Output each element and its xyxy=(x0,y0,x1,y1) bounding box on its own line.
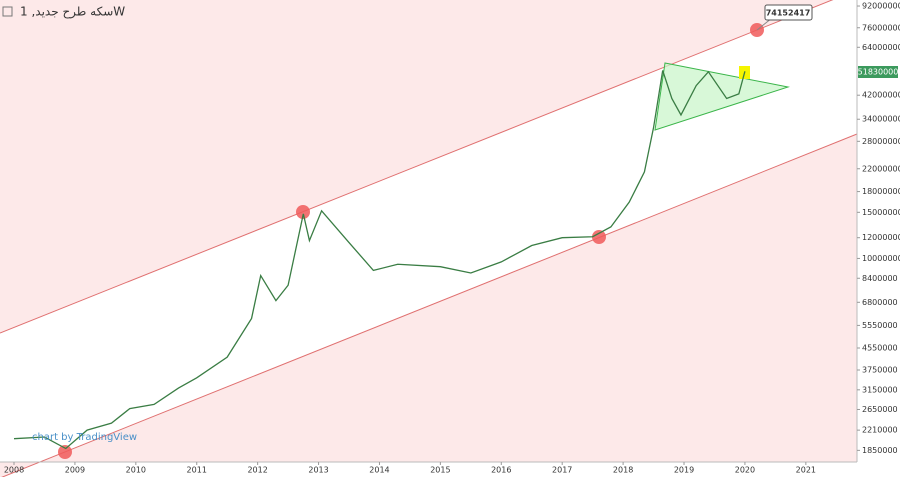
y-tick-label: 10000000 xyxy=(862,254,900,263)
annotation-box xyxy=(764,4,813,21)
x-tick-label: 2013 xyxy=(308,466,328,475)
chart-title: سکه طرح جدید, 1W xyxy=(20,5,125,20)
x-tick-label: 2020 xyxy=(735,466,755,475)
watermark: chart by TradingView xyxy=(32,432,137,443)
x-tick-label: 2009 xyxy=(65,466,85,475)
y-tick-label: 12000000 xyxy=(862,233,900,242)
touch-point xyxy=(592,230,606,244)
y-axis-area xyxy=(857,0,900,477)
x-tick-label: 2021 xyxy=(796,466,816,475)
x-tick-label: 2018 xyxy=(613,466,633,475)
y-tick-label: 8400000 xyxy=(862,274,898,283)
y-tick-label: 3750000 xyxy=(862,365,898,374)
collapse-icon[interactable] xyxy=(2,6,13,17)
x-tick-label: 2015 xyxy=(430,466,450,475)
upper-channel xyxy=(0,0,834,334)
y-tick-label: 92000000 xyxy=(862,2,900,11)
triangle-pattern xyxy=(654,62,790,131)
y-tick-label: 4550000 xyxy=(862,343,898,352)
x-tick-label: 2012 xyxy=(247,466,267,475)
y-tick-label: 1850000 xyxy=(862,446,898,455)
x-tick-label: 2011 xyxy=(187,466,207,475)
y-tick-label: 34000000 xyxy=(862,115,900,124)
x-tick-label: 2017 xyxy=(552,466,572,475)
y-tick-label: 2210000 xyxy=(862,426,898,435)
annotation: 74152417 xyxy=(766,9,811,18)
x-tick-label: 2019 xyxy=(674,466,694,475)
y-tick-label: 76000000 xyxy=(862,23,900,32)
y-tick-label: 22000000 xyxy=(862,164,900,173)
last-price-box xyxy=(858,66,898,78)
upper-zone xyxy=(0,0,857,333)
y-tick-label: 15000000 xyxy=(862,208,900,217)
touch-point xyxy=(296,205,310,219)
x-tick-label: 2016 xyxy=(491,466,511,475)
y-tick-label: 28000000 xyxy=(862,137,900,146)
price-line xyxy=(13,70,746,450)
last-price-label: 51830000 xyxy=(858,68,899,77)
y-tick-label: 6800000 xyxy=(862,298,898,307)
y-tick-label: 42000000 xyxy=(862,91,900,100)
lower-channel xyxy=(0,133,858,479)
x-tick-label: 2010 xyxy=(126,466,146,475)
y-tick-label: 2650000 xyxy=(862,405,898,414)
y-tick-label: 64000000 xyxy=(862,43,900,52)
x-tick-label: 2014 xyxy=(369,466,389,475)
y-tick-label: 18000000 xyxy=(862,187,900,196)
touch-point xyxy=(58,445,72,459)
y-tick-label: 3150000 xyxy=(862,385,898,394)
y-tick-label: 5550000 xyxy=(862,321,898,330)
x-tick-label: 2008 xyxy=(4,466,24,475)
